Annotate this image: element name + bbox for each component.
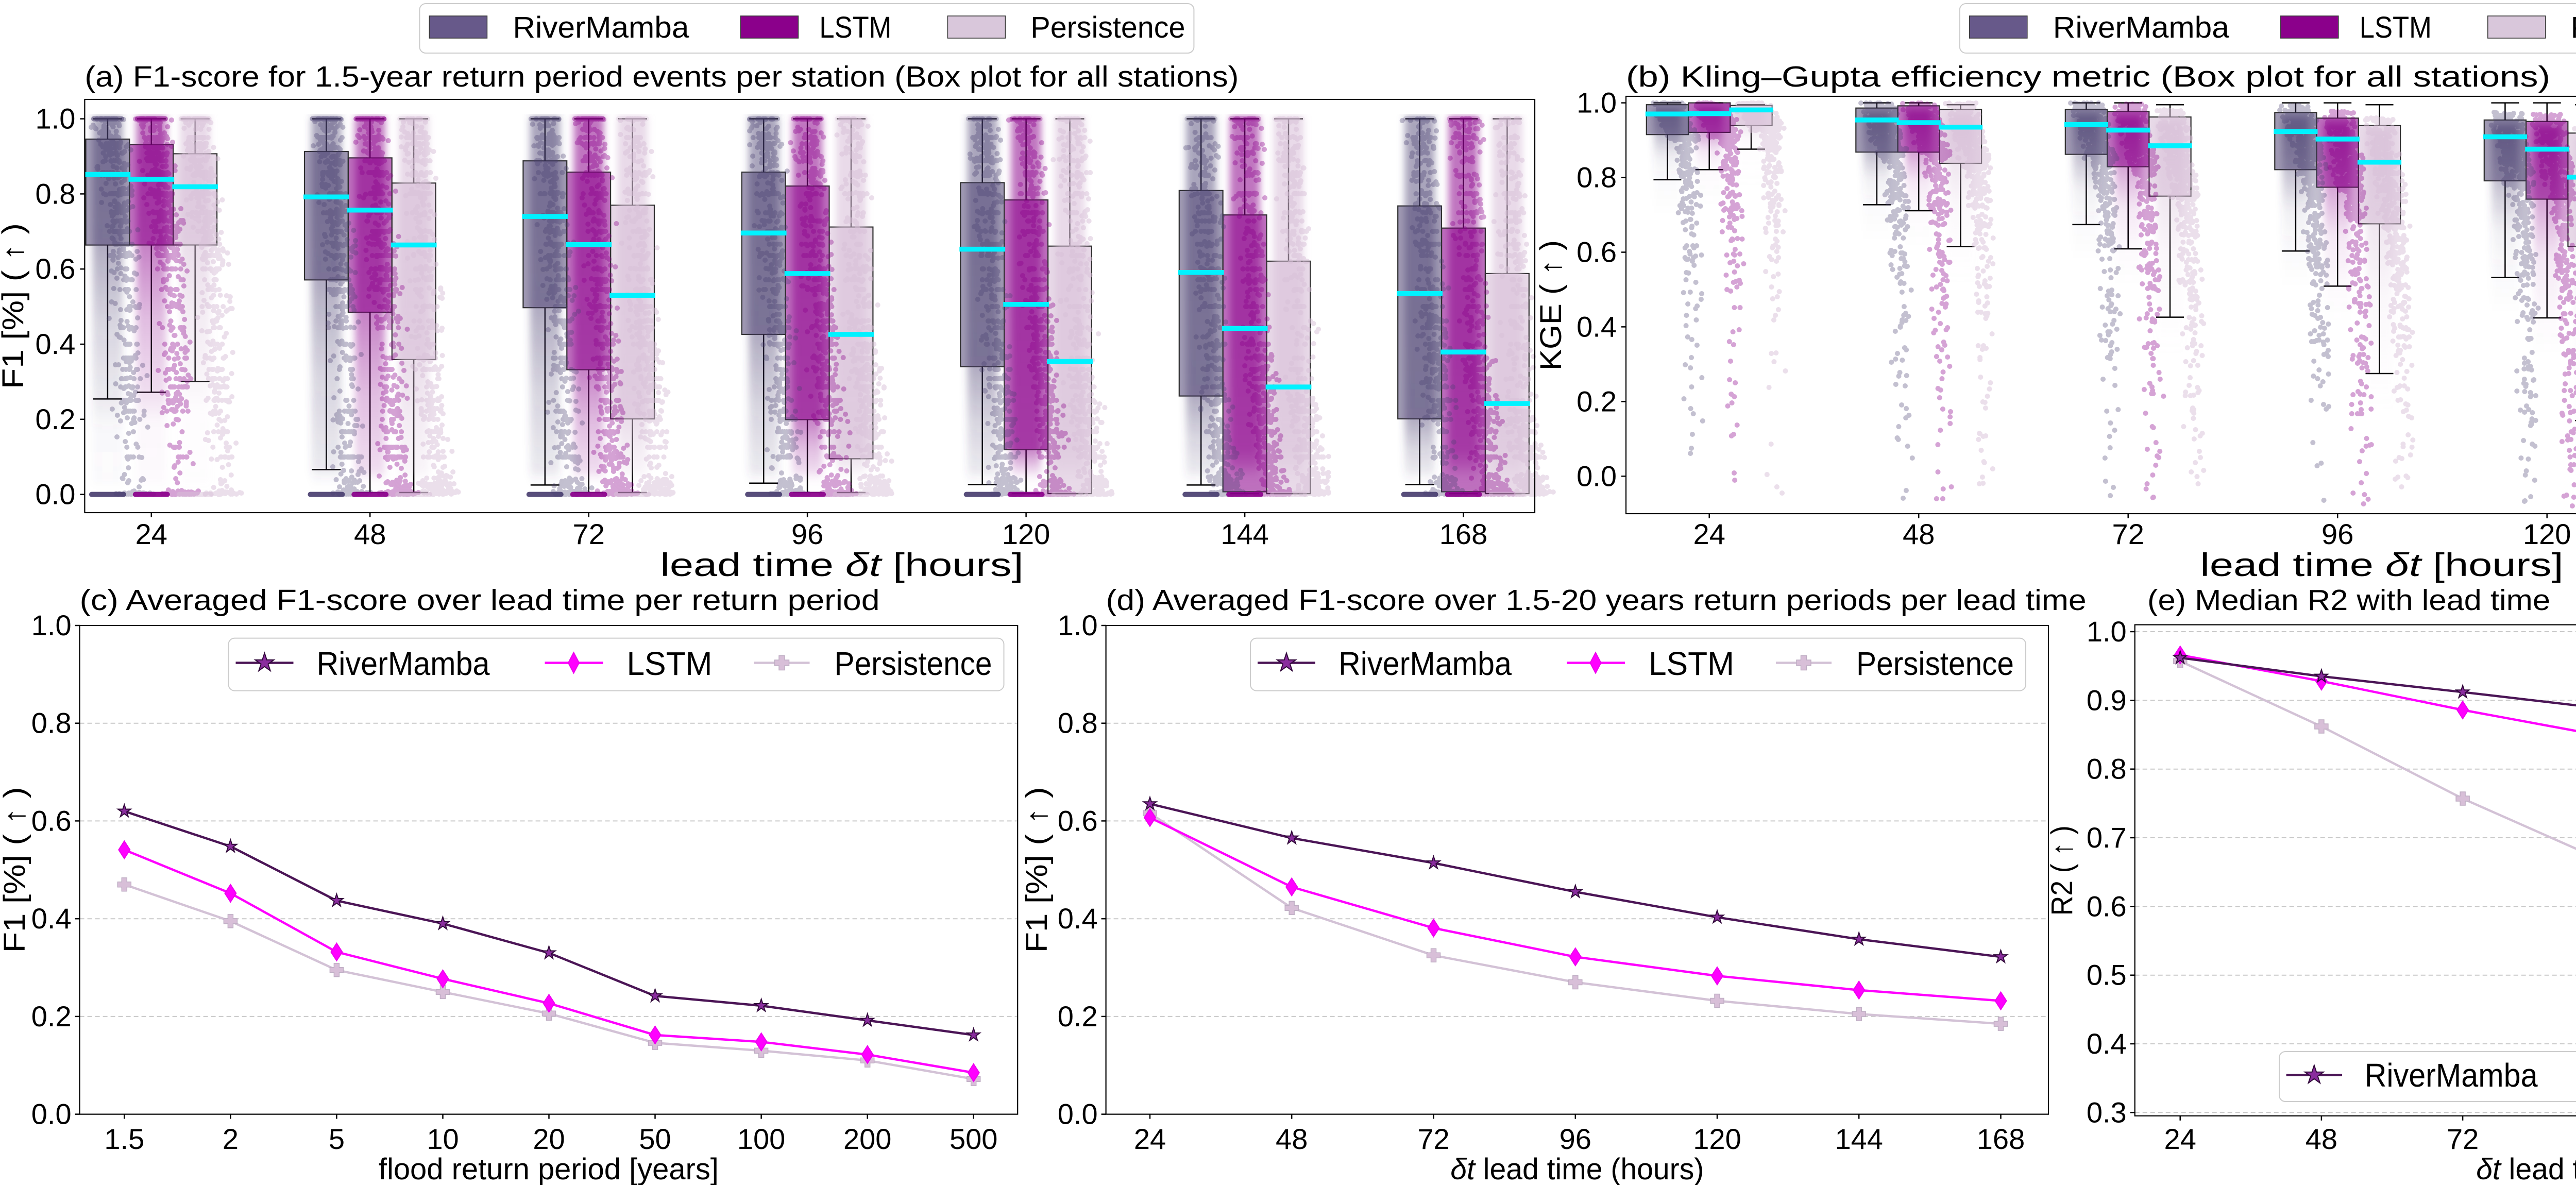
svg-text:72: 72 (573, 518, 605, 550)
svg-text:0.8: 0.8 (36, 177, 76, 210)
svg-text:24: 24 (135, 518, 167, 550)
svg-text:0.3: 0.3 (2087, 1096, 2127, 1128)
svg-text:0.6: 0.6 (1058, 804, 1098, 837)
svg-text:0.2: 0.2 (1058, 1000, 1098, 1032)
svg-text:LSTM: LSTM (1649, 645, 1734, 682)
svg-text:0.4: 0.4 (2087, 1027, 2127, 1060)
svg-text:48: 48 (354, 518, 386, 550)
svg-text:F1 [%] ( ↑ ): F1 [%] ( ↑ ) (0, 223, 30, 389)
svg-text:168: 168 (1439, 518, 1487, 550)
svg-text:RiverMamba: RiverMamba (1338, 645, 1512, 682)
svg-text:10: 10 (427, 1123, 459, 1155)
svg-text:LSTM: LSTM (819, 11, 891, 44)
svg-text:0.0: 0.0 (31, 1098, 72, 1130)
svg-text:0.0: 0.0 (1058, 1098, 1098, 1130)
svg-text:72: 72 (2112, 518, 2144, 550)
svg-text:0.9: 0.9 (2087, 684, 2127, 716)
svg-text:20: 20 (533, 1123, 565, 1155)
svg-text:2: 2 (223, 1123, 239, 1155)
svg-text:0.8: 0.8 (31, 707, 72, 739)
svg-text:120: 120 (1693, 1123, 1741, 1155)
svg-text:(a) F1-score for 1.5-year retu: (a) F1-score for 1.5-year return period … (84, 60, 1239, 93)
svg-text:F1 [%] ( ↑ ): F1 [%] ( ↑ ) (1020, 787, 1054, 953)
svg-text:0.6: 0.6 (31, 804, 72, 837)
svg-text:96: 96 (791, 518, 823, 550)
svg-text:96: 96 (2321, 518, 2353, 550)
svg-text:0.7: 0.7 (2087, 821, 2127, 854)
svg-text:KGE ( ↑ ): KGE ( ↑ ) (1534, 240, 1568, 370)
svg-text:0.4: 0.4 (1058, 902, 1098, 935)
svg-text:72: 72 (1417, 1123, 1449, 1155)
svg-text:RiverMamba: RiverMamba (2365, 1057, 2538, 1094)
svg-text:(c) Averaged F1-score over lea: (c) Averaged F1-score over lead time per… (80, 584, 880, 617)
svg-text:0.2: 0.2 (31, 1000, 72, 1032)
svg-text:24: 24 (2164, 1123, 2196, 1155)
svg-text:Persistence: Persistence (1030, 11, 1185, 44)
svg-text:1.0: 1.0 (1577, 87, 1617, 119)
svg-text:(b) Kling–Gupta efficiency met: (b) Kling–Gupta efficiency metric (Box p… (1626, 60, 2550, 93)
svg-text:50: 50 (639, 1123, 671, 1155)
svg-text:flood return period [years]: flood return period [years] (379, 1153, 719, 1185)
svg-text:1.0: 1.0 (31, 609, 72, 641)
svg-text:(e) Median R2 with lead time: (e) Median R2 with lead time (2147, 584, 2550, 617)
svg-text:0.4: 0.4 (31, 902, 72, 935)
svg-text:48: 48 (1276, 1123, 1308, 1155)
svg-text:1.0: 1.0 (36, 103, 76, 135)
svg-text:lead time δt [hours]: lead time δt [hours] (660, 547, 1024, 583)
svg-text:200: 200 (843, 1123, 891, 1155)
svg-text:LSTM: LSTM (2360, 11, 2432, 44)
svg-text:1.5: 1.5 (104, 1123, 144, 1155)
svg-text:144: 144 (1221, 518, 1268, 550)
svg-text:0.0: 0.0 (36, 478, 76, 511)
svg-text:F1 [%] ( ↑ ): F1 [%] ( ↑ ) (0, 787, 31, 953)
svg-text:0.6: 0.6 (36, 252, 76, 285)
svg-text:0.0: 0.0 (1577, 460, 1617, 492)
svg-text:0.6: 0.6 (2087, 890, 2127, 922)
svg-text:144: 144 (1835, 1123, 1883, 1155)
svg-text:0.4: 0.4 (36, 328, 76, 360)
svg-text:0.2: 0.2 (1577, 385, 1617, 417)
svg-text:24: 24 (1693, 518, 1725, 550)
svg-text:0.8: 0.8 (2087, 753, 2127, 785)
svg-text:RiverMamba: RiverMamba (317, 645, 490, 682)
svg-text:0.2: 0.2 (36, 403, 76, 435)
svg-text:120: 120 (1002, 518, 1050, 550)
svg-text:5: 5 (329, 1123, 345, 1155)
svg-text:LSTM: LSTM (627, 645, 713, 682)
svg-text:96: 96 (1560, 1123, 1591, 1155)
svg-text:24: 24 (1134, 1123, 1166, 1155)
svg-text:500: 500 (950, 1123, 997, 1155)
svg-text:48: 48 (2306, 1123, 2337, 1155)
svg-text:48: 48 (1903, 518, 1935, 550)
svg-text:RiverMamba: RiverMamba (2053, 11, 2230, 44)
svg-text:0.8: 0.8 (1058, 707, 1098, 739)
svg-text:168: 168 (1977, 1123, 2025, 1155)
svg-text:0.5: 0.5 (2087, 959, 2127, 991)
svg-text:(d) Averaged F1-score over 1.5: (d) Averaged F1-score over 1.5-20 years … (1106, 584, 2087, 617)
svg-text:0.4: 0.4 (1577, 310, 1617, 343)
svg-text:0.8: 0.8 (1577, 161, 1617, 194)
svg-text:120: 120 (2523, 518, 2571, 550)
svg-text:0.6: 0.6 (1577, 236, 1617, 268)
svg-text:72: 72 (2447, 1123, 2479, 1155)
svg-text:1.0: 1.0 (2087, 615, 2127, 648)
svg-text:δt lead time (hours): δt lead time (hours) (1450, 1153, 1704, 1185)
svg-text:Persistence: Persistence (2571, 11, 2576, 44)
svg-text:Persistence: Persistence (1856, 645, 2014, 682)
svg-text:Persistence: Persistence (835, 645, 992, 682)
svg-text:100: 100 (737, 1123, 785, 1155)
svg-text:RiverMamba: RiverMamba (513, 11, 689, 44)
svg-text:δt lead time (hours): δt lead time (hours) (2476, 1153, 2576, 1185)
svg-text:R2 ( ↑ ): R2 ( ↑ ) (2045, 825, 2079, 916)
svg-text:1.0: 1.0 (1058, 609, 1098, 641)
svg-text:lead time δt [hours]: lead time δt [hours] (2200, 547, 2564, 583)
